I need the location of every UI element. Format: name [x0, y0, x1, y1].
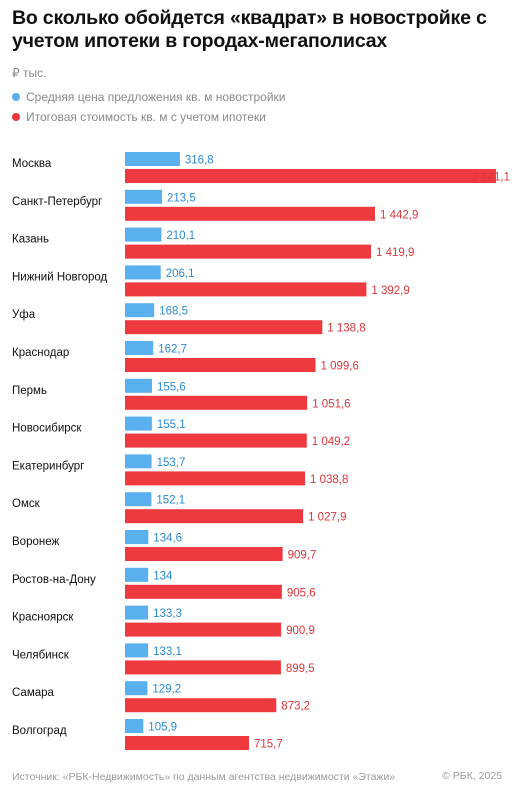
- legend-item-avg-price: Средняя цена предложения кв. м новострой…: [12, 90, 285, 104]
- bar-avg-price: [125, 189, 162, 204]
- city-label: Омск: [12, 498, 41, 510]
- city-label: Екатеринбург: [12, 460, 84, 472]
- bar-total-cost: [125, 547, 283, 561]
- value-label-total-cost: 1 138,8: [327, 323, 365, 335]
- value-label-avg-price: 210,1: [166, 230, 195, 242]
- unit-label: ₽ тыс.: [12, 66, 47, 80]
- city-label: Санкт-Петербург: [12, 196, 102, 208]
- value-label-avg-price: 155,1: [157, 419, 186, 431]
- value-label-total-cost: 900,9: [286, 625, 315, 637]
- city-label: Москва: [12, 158, 52, 170]
- legend-swatch-red: [12, 113, 20, 121]
- bar-avg-price: [125, 492, 152, 507]
- legend-item-total-cost: Итоговая стоимость кв. м с учетом ипотек…: [12, 110, 266, 124]
- bar-avg-price: [125, 341, 154, 355]
- bar-avg-price: [125, 567, 149, 582]
- value-label-total-cost: 873,2: [281, 701, 310, 713]
- value-label-total-cost: 1 049,2: [312, 436, 350, 448]
- bar-total-cost: [125, 433, 307, 448]
- value-label-avg-price: 153,7: [157, 457, 186, 469]
- city-label: Волгоград: [12, 725, 67, 737]
- bar-avg-price: [125, 303, 155, 318]
- legend-swatch-blue: [12, 93, 20, 101]
- bar-total-cost: [125, 736, 249, 750]
- value-label-total-cost: 1 027,9: [308, 512, 346, 524]
- value-label-total-cost: 1 099,6: [321, 361, 359, 373]
- bar-avg-price: [125, 152, 180, 166]
- value-label-total-cost: 909,7: [288, 550, 317, 562]
- city-label: Ростов-на-Дону: [12, 574, 96, 586]
- value-label-total-cost: 1 392,9: [371, 285, 409, 297]
- value-label-avg-price: 162,7: [158, 344, 187, 356]
- value-label-total-cost: 715,7: [254, 739, 283, 751]
- city-label: Уфа: [12, 309, 36, 321]
- value-label-avg-price: 129,2: [152, 684, 181, 696]
- bar-total-cost: [125, 169, 496, 183]
- value-label-avg-price: 213,5: [167, 192, 196, 204]
- bar-avg-price: [125, 530, 149, 544]
- bar-total-cost: [125, 660, 281, 675]
- bar-avg-price: [125, 378, 152, 393]
- bar-total-cost: [125, 698, 277, 713]
- bar-avg-price: [125, 681, 148, 696]
- bar-avg-price: [125, 605, 149, 620]
- bar-total-cost: [125, 358, 316, 372]
- bar-avg-price: [125, 643, 149, 658]
- bar-avg-price: [125, 227, 162, 242]
- bar-total-cost: [125, 622, 282, 637]
- legend-label-avg-price: Средняя цена предложения кв. м новострой…: [26, 90, 286, 104]
- value-label-total-cost: 1 038,8: [310, 474, 348, 486]
- bar-total-cost: [125, 244, 371, 259]
- value-label-avg-price: 105,9: [148, 722, 177, 734]
- city-label: Пермь: [12, 385, 47, 397]
- value-label-total-cost: 905,6: [287, 587, 316, 599]
- city-label: Красноярск: [12, 612, 74, 624]
- source-note: Источник: «РБК-Недвижимость» по данным а…: [12, 771, 396, 783]
- bar-total-cost: [125, 509, 304, 524]
- value-label-avg-price: 168,5: [159, 306, 188, 318]
- value-label-avg-price: 152,1: [156, 495, 185, 507]
- bar-avg-price: [125, 265, 161, 280]
- copyright: © РБК, 2025: [442, 770, 502, 782]
- city-label: Нижний Новгород: [12, 271, 108, 283]
- city-label: Воронеж: [12, 536, 59, 548]
- value-label-avg-price: 155,6: [157, 381, 186, 393]
- bar-avg-price: [125, 719, 144, 733]
- bar-avg-price: [125, 416, 152, 431]
- value-label-avg-price: 133,1: [153, 646, 182, 658]
- bar-total-cost: [125, 282, 367, 297]
- city-label: Челябинск: [12, 649, 70, 661]
- bar-total-cost: [125, 471, 305, 486]
- value-label-avg-price: 133,3: [153, 608, 182, 620]
- value-label-avg-price: 316,8: [185, 155, 214, 167]
- city-label: Краснодар: [12, 347, 69, 359]
- value-label-avg-price: 134,6: [153, 533, 182, 545]
- bar-chart: Москва 316,8 2 141,1 Санкт-Петербург 213,5 1 …: [12, 152, 510, 751]
- city-label: Казань: [12, 234, 49, 246]
- value-label-avg-price: 134: [153, 570, 173, 582]
- value-label-total-cost: 899,5: [286, 663, 315, 675]
- city-label: Самара: [12, 687, 55, 699]
- value-label-total-cost: 2 141,1: [472, 172, 510, 184]
- bar-total-cost: [125, 320, 323, 335]
- value-label-total-cost: 1 051,6: [312, 398, 350, 410]
- bar-total-cost: [125, 395, 308, 410]
- value-label-total-cost: 1 419,9: [376, 247, 414, 259]
- value-label-avg-price: 206,1: [166, 268, 195, 280]
- bar-avg-price: [125, 454, 152, 469]
- bar-total-cost: [125, 206, 375, 221]
- city-label: Новосибирск: [12, 423, 82, 435]
- value-label-total-cost: 1 442,9: [380, 209, 418, 221]
- bar-total-cost: [125, 584, 282, 599]
- chart-title: Во сколько обойдется «квадрат» в новостр…: [12, 7, 487, 52]
- legend-label-total-cost: Итоговая стоимость кв. м с учетом ипотек…: [26, 110, 266, 124]
